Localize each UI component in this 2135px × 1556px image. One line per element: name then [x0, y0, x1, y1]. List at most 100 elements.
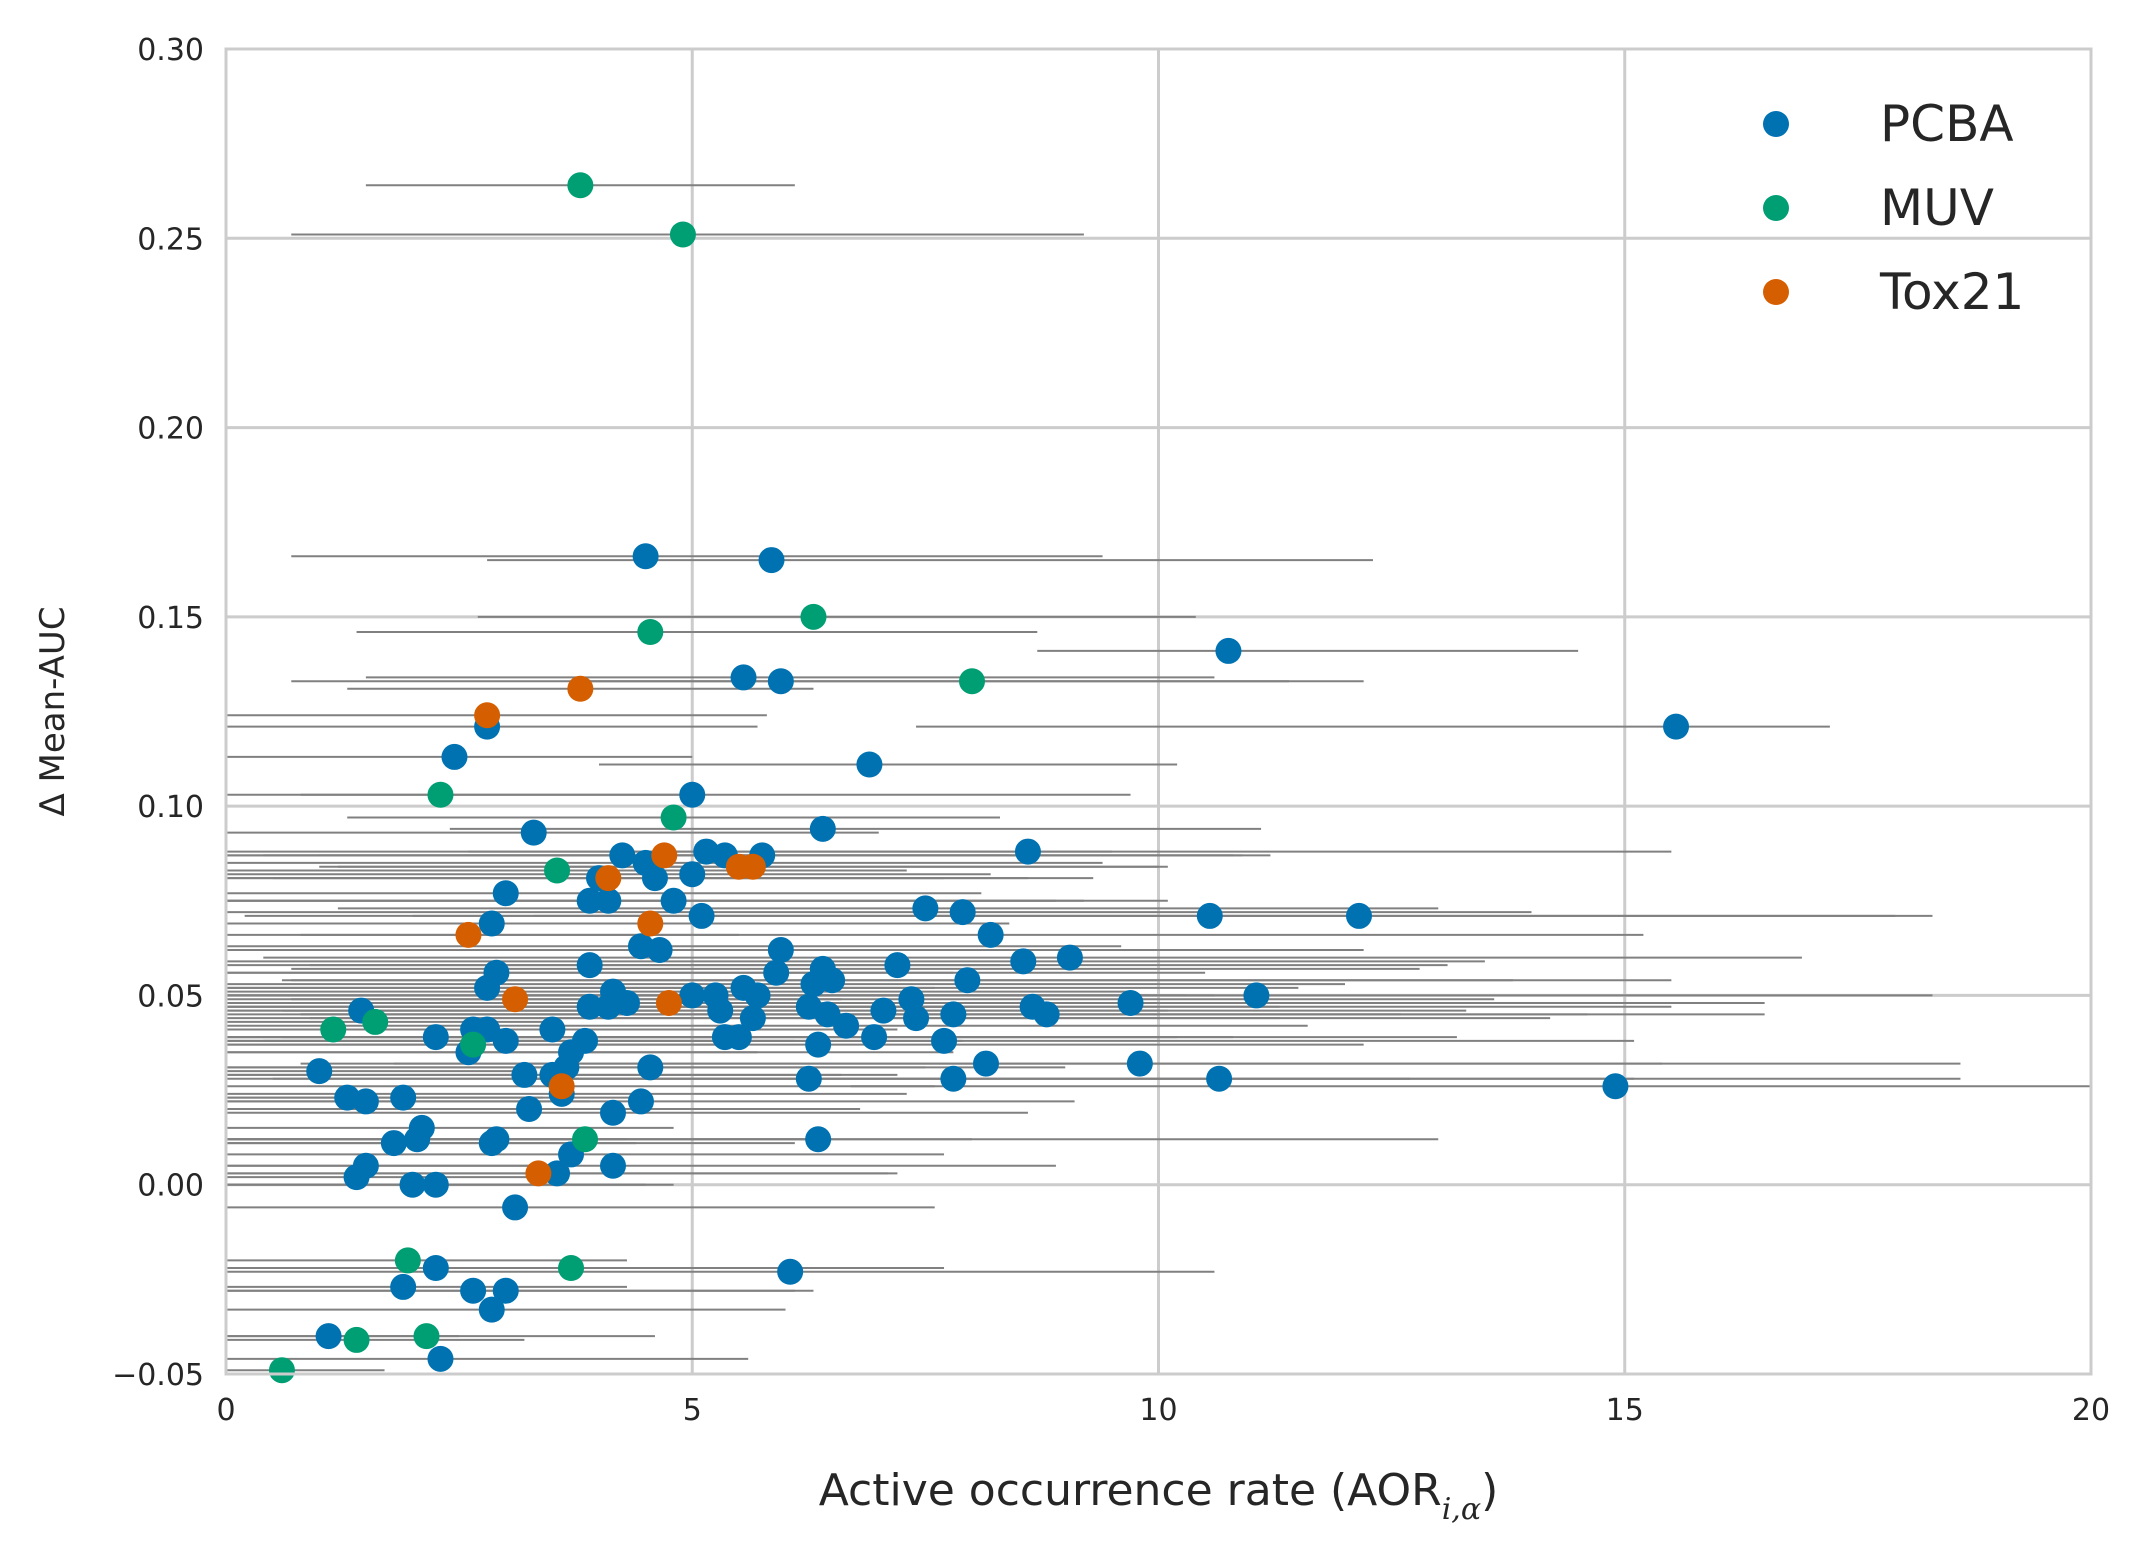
pcba-point	[422, 1171, 449, 1198]
x-tick-label: 5	[683, 1393, 702, 1428]
pcba-point	[884, 952, 911, 979]
pcba-point	[478, 910, 505, 937]
pcba-point	[632, 543, 659, 570]
pcba-point	[912, 895, 939, 922]
pcba-point	[730, 664, 757, 691]
tox21-point	[502, 986, 529, 1013]
tox21-point	[739, 853, 766, 880]
pcba-point	[422, 1024, 449, 1051]
pcba-point	[427, 1345, 454, 1372]
pcba-point	[483, 1126, 510, 1153]
pcba-point	[352, 1088, 379, 1115]
x-tick-label: 0	[216, 1393, 235, 1428]
muv-point	[268, 1357, 295, 1384]
pcba-point	[795, 1065, 822, 1092]
y-tick-label: 0.30	[137, 33, 204, 68]
pcba-point	[949, 899, 976, 926]
pcba-point	[1345, 902, 1372, 929]
muv-point	[959, 668, 985, 695]
pcba-point	[627, 1088, 654, 1115]
pcba-point	[441, 743, 468, 770]
pcba-point	[306, 1058, 333, 1085]
pcba-point	[1014, 838, 1041, 865]
x-axis-title-close: )	[1481, 1465, 1498, 1516]
x-tick-label: 10	[1139, 1393, 1177, 1428]
y-tick-labels: −0.05 0.00 0.05 0.10 0.15 0.20 0.25 0.30	[112, 33, 204, 1393]
pcba-point	[870, 997, 897, 1024]
muv-point	[413, 1323, 440, 1350]
tox21-point	[474, 702, 501, 729]
x-tick-label: 20	[2072, 1393, 2110, 1428]
pcba-point	[576, 887, 603, 914]
pcba-point	[576, 993, 603, 1020]
muv-point	[320, 1016, 347, 1043]
pcba-point	[660, 887, 687, 914]
pcba-point	[390, 1084, 417, 1111]
y-tick-label: 0.15	[137, 601, 204, 636]
pcba-point	[502, 1194, 529, 1221]
muv-point	[567, 172, 594, 199]
y-tick-label: 0.10	[137, 790, 204, 825]
pcba-point	[599, 1099, 626, 1126]
muv-point	[427, 781, 454, 808]
y-tick-label: 0.05	[137, 979, 204, 1014]
pcba-point	[511, 1061, 538, 1088]
pcba-point	[1056, 944, 1083, 971]
y-tick-label: 0.00	[137, 1169, 204, 1204]
tox21-point	[455, 921, 482, 948]
pcba-point	[940, 1065, 967, 1092]
pcba-point	[1206, 1065, 1233, 1092]
muv-point	[660, 804, 687, 831]
pcba-point	[474, 974, 501, 1001]
pcba-point	[679, 781, 706, 808]
tox21-point	[548, 1073, 575, 1100]
y-axis-title: Δ Mean-AUC	[33, 606, 73, 816]
y-tick-label: 0.25	[137, 222, 204, 257]
pcba-point	[595, 887, 622, 914]
muv-point	[669, 221, 696, 248]
pcba-point	[931, 1027, 958, 1054]
muv-point	[800, 603, 827, 630]
muv-point	[558, 1255, 585, 1281]
pcba-point	[758, 547, 785, 574]
pcba-point	[809, 815, 836, 842]
pcba-point	[1243, 982, 1270, 1009]
pcba-point	[739, 1005, 766, 1032]
pcba-point	[595, 993, 622, 1020]
pcba-point	[833, 1012, 860, 1039]
pcba-point	[343, 1164, 370, 1191]
pcba-point	[767, 937, 794, 963]
data-points	[268, 172, 1690, 1384]
pcba-point	[390, 1273, 417, 1300]
pcba-point	[492, 880, 519, 907]
pcba-point	[1126, 1050, 1153, 1077]
muv-point	[572, 1126, 599, 1153]
pcba-point	[1033, 1001, 1060, 1028]
muv-point	[544, 857, 571, 884]
pcba-point	[641, 865, 668, 892]
x-axis-title-subscript: i,α	[1442, 1492, 1481, 1527]
legend-label-tox21: Tox21	[1879, 263, 2024, 321]
y-tick-label: 0.20	[137, 412, 204, 447]
pcba-point	[763, 959, 790, 986]
pcba-point	[576, 952, 603, 979]
legend-label-pcba: PCBA	[1880, 95, 2014, 153]
x-axis-title: Active occurrence rate (AORi,α)	[819, 1465, 1499, 1527]
pcba-point	[977, 921, 1004, 948]
legend-marker-muv	[1763, 195, 1789, 221]
tox21-point	[637, 910, 664, 937]
x-tick-labels: 0 5 10 15 20	[216, 1393, 2110, 1428]
pcba-point	[903, 1005, 930, 1032]
legend: PCBA MUV Tox21	[1763, 95, 2024, 321]
pcba-point	[492, 1027, 519, 1054]
pcba-point	[856, 751, 883, 778]
pcba-point	[599, 1152, 626, 1179]
pcba-point	[646, 937, 673, 963]
pcba-point	[805, 1126, 832, 1153]
pcba-point	[744, 982, 771, 1009]
pcba-point	[1010, 948, 1037, 975]
pcba-point	[404, 1126, 431, 1153]
x-axis-title-main: Active occurrence rate (AOR	[819, 1465, 1442, 1516]
pcba-point	[637, 1054, 664, 1081]
